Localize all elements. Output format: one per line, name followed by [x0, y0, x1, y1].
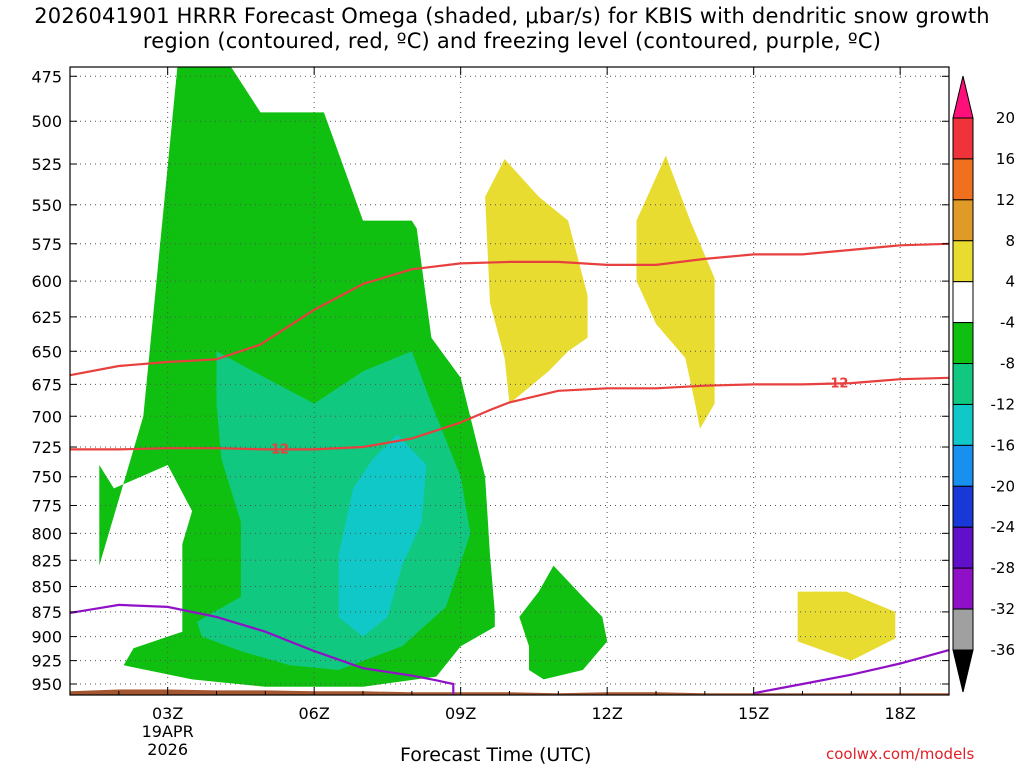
colorbar-box: [952, 567, 974, 610]
y-tick-label: 825: [31, 551, 62, 570]
colorbar-label: 12: [996, 191, 1015, 209]
isotherm-contour-2: [70, 376, 950, 451]
colorbar-label: -20: [991, 477, 1016, 495]
y-tick-label: 550: [31, 196, 62, 215]
colorbar-label: 20: [996, 109, 1015, 127]
colorbar-box: [952, 444, 974, 487]
x-tick-label: 03Z: [152, 704, 183, 723]
colorbar-box: [952, 403, 974, 446]
x-tick-label: 12Z: [592, 704, 623, 723]
x-tick-year: 2026: [147, 740, 188, 759]
colorbar-label: -12: [991, 395, 1016, 413]
x-tick-label: 18Z: [885, 704, 916, 723]
colorbar-bottom-arrow: [952, 649, 974, 693]
colorbar-box: [952, 117, 974, 160]
y-axis: 475 500 525 550 575 600 625 650 675 700 725 750 775 8…: [31, 67, 949, 694]
y-tick-label: 925: [31, 652, 62, 671]
colorbar-top-arrow: [952, 75, 974, 119]
x-tick-label: 06Z: [299, 704, 330, 723]
terrain-fill: [70, 689, 949, 695]
x-tick-date: 19APR: [142, 722, 194, 741]
freezing-level-line-1: [69, 603, 455, 695]
freezing-level-line-2: [753, 649, 950, 695]
colorbar-box: [952, 281, 974, 324]
colorbar-label: 4: [1005, 273, 1015, 291]
omega-region-2: [519, 565, 608, 680]
y-tick-label: 850: [31, 577, 62, 596]
terrain-layer: [70, 689, 949, 695]
omega-region-3: [197, 351, 471, 670]
y-tick-label: 650: [31, 342, 62, 361]
colorbar-label: 16: [996, 150, 1015, 168]
colorbar-box: [952, 199, 974, 242]
colorbar-box: [952, 526, 974, 569]
colorbar-label: 8: [1005, 232, 1015, 250]
y-tick-label: 950: [31, 675, 62, 694]
y-tick-label: 675: [31, 375, 62, 394]
isotherm-contour-1: [69, 242, 950, 377]
colorbar-label: -36: [991, 641, 1016, 659]
y-tick-label: 575: [31, 235, 62, 254]
colorbar-box: [952, 363, 974, 405]
y-tick-label: 725: [31, 438, 62, 457]
isotherm-contours: -12 -12: [69, 242, 950, 457]
x-tick-label: 09Z: [445, 704, 476, 723]
contour-label: -12: [825, 377, 849, 392]
omega-regions: [99, 67, 896, 687]
omega-region-5: [485, 159, 588, 404]
colorbar-label: -16: [991, 436, 1016, 454]
y-tick-label: 700: [31, 407, 62, 426]
colorbar-box: [952, 158, 974, 201]
colorbar-box: [952, 322, 974, 365]
y-tick-label: 775: [31, 496, 62, 515]
y-tick-label: 750: [31, 468, 62, 487]
colorbar-box: [952, 240, 974, 283]
omega-region-7: [797, 591, 896, 661]
x-tick-label: 15Z: [738, 704, 769, 723]
colorbar-label: -28: [991, 559, 1016, 577]
colorbar-label: -8: [1000, 355, 1015, 373]
y-tick-label: 625: [31, 308, 62, 327]
chart-title: 2026041901 HRRR Forecast Omega (shaded, …: [34, 4, 990, 53]
x-axis-title: Forecast Time (UTC): [400, 744, 592, 766]
contour-label: -12: [266, 442, 290, 457]
colorbar-label: -32: [991, 600, 1016, 618]
omega-region-6: [636, 155, 715, 429]
colorbar-label: -4: [1000, 314, 1015, 332]
y-tick-label: 500: [31, 112, 62, 131]
colorbar-label: -24: [991, 518, 1016, 536]
source-credit: coolwx.com/models: [826, 745, 975, 763]
freezing-level-contours: [69, 603, 950, 695]
y-tick-label: 800: [31, 524, 62, 543]
colorbar: 20 16 12 8 4 -4 -8 -12 -16 -20 -24 -28 -32 -36: [952, 75, 1016, 693]
y-tick-label: 525: [31, 155, 62, 174]
y-tick-label: 900: [31, 628, 62, 647]
y-tick-label: 600: [31, 272, 62, 291]
y-tick-label: 475: [31, 67, 62, 86]
y-tick-label: 875: [31, 603, 62, 622]
colorbar-box: [952, 485, 974, 528]
colorbar-box: [952, 608, 974, 651]
